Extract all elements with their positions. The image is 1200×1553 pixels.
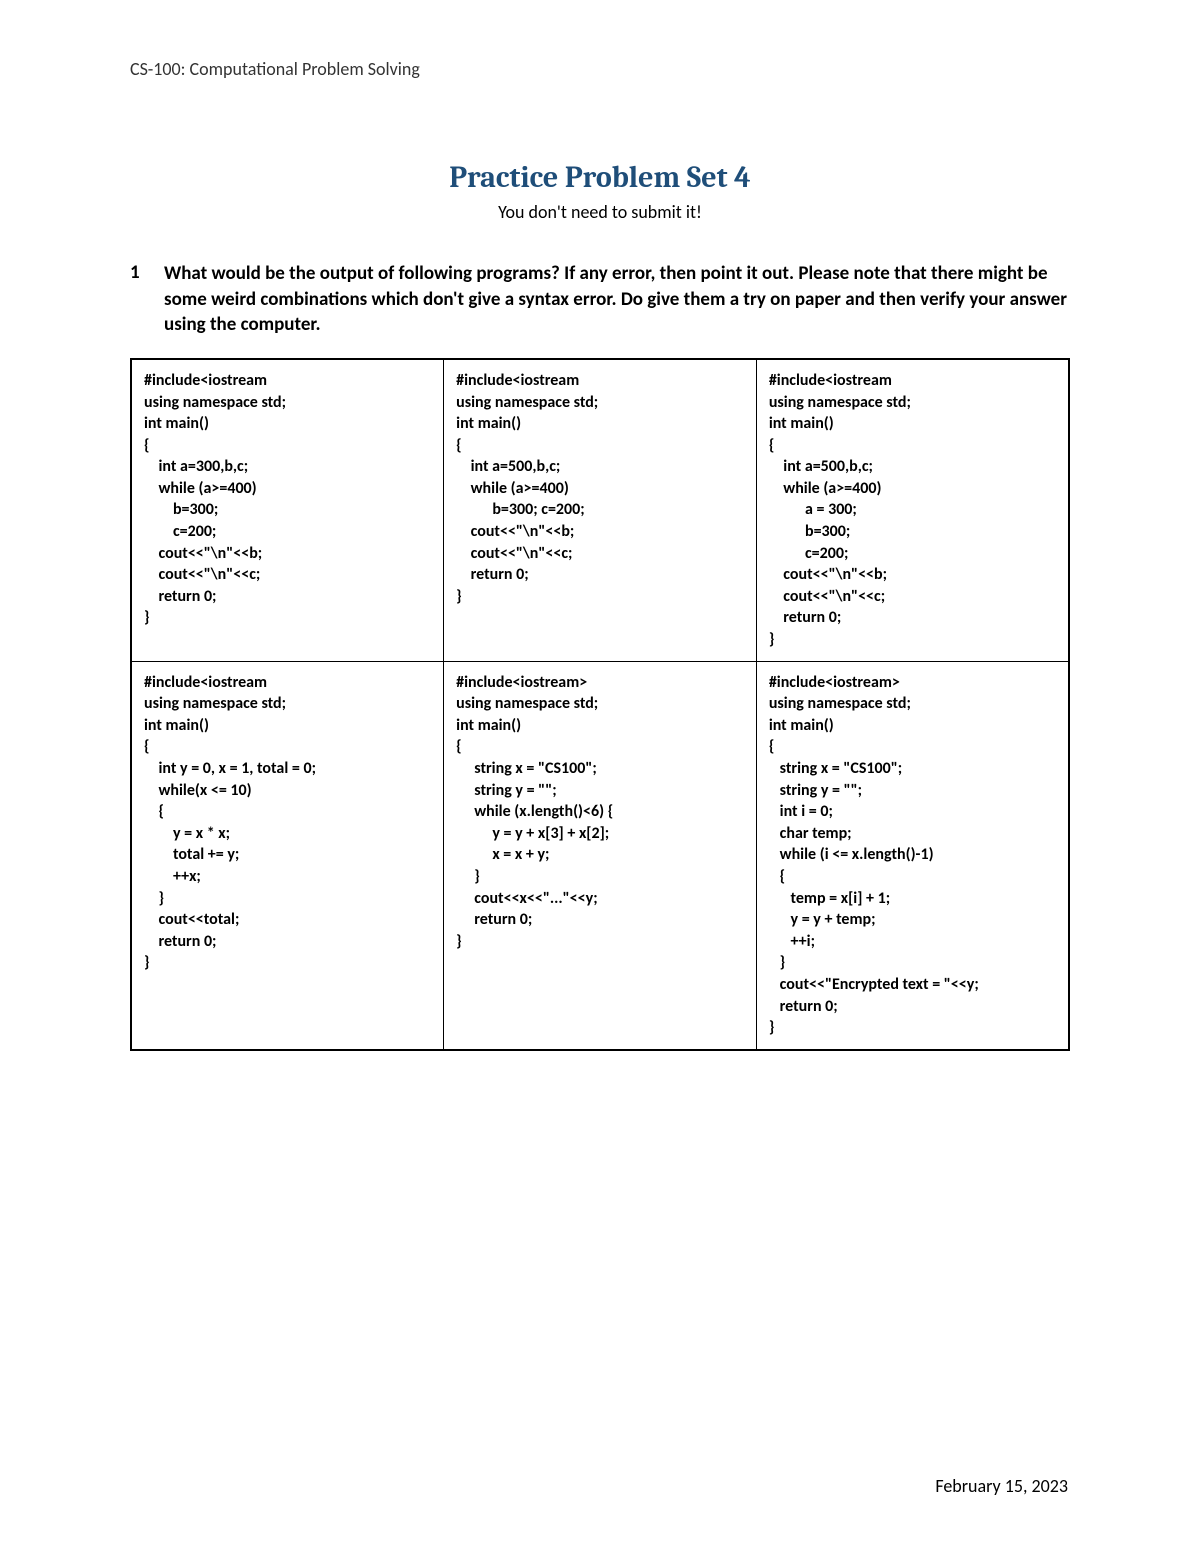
code-cell-1-1: #include<iostream using namespace std; i…	[131, 359, 444, 661]
page-subtitle: You don't need to submit it!	[130, 201, 1070, 223]
code-cell-2-3: #include<iostream> using namespace std; …	[756, 661, 1069, 1050]
footer-date: February 15, 2023	[935, 1475, 1068, 1497]
header-course: CS-100: Computational Problem Solving	[130, 58, 1070, 80]
code-cell-2-2: #include<iostream> using namespace std; …	[444, 661, 757, 1050]
question-number: 1	[130, 261, 164, 338]
question-block: 1 What would be the output of following …	[130, 261, 1070, 338]
code-cell-1-3: #include<iostream using namespace std; i…	[756, 359, 1069, 661]
question-text: What would be the output of following pr…	[164, 261, 1070, 338]
code-cell-2-1: #include<iostream using namespace std; i…	[131, 661, 444, 1050]
code-cell-1-2: #include<iostream using namespace std; i…	[444, 359, 757, 661]
code-table: #include<iostream using namespace std; i…	[130, 358, 1070, 1051]
page-title: Practice Problem Set 4	[130, 160, 1070, 195]
table-row: #include<iostream using namespace std; i…	[131, 359, 1069, 661]
table-row: #include<iostream using namespace std; i…	[131, 661, 1069, 1050]
